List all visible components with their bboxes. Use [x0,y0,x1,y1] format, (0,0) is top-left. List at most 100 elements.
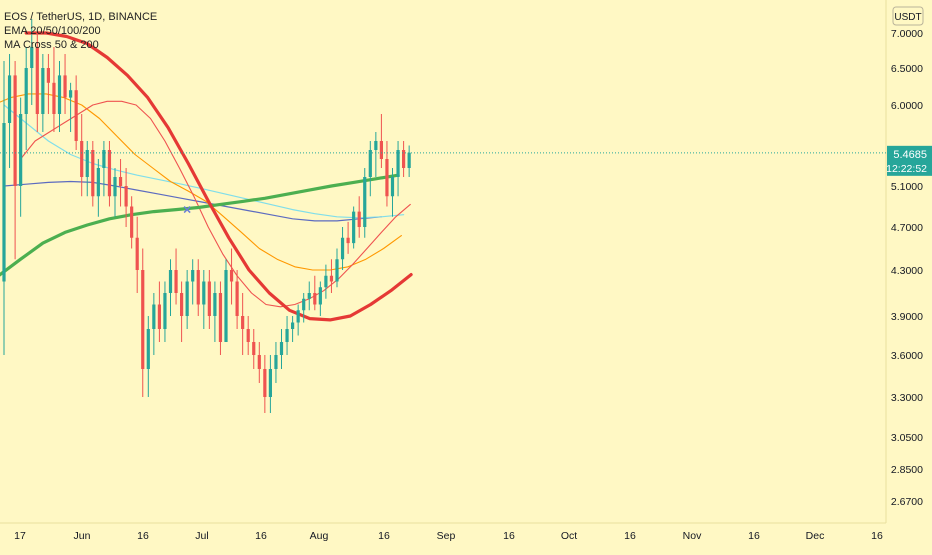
x-tick-label: 16 [748,530,760,542]
candle-body[interactable] [19,114,23,186]
candle-body[interactable] [335,259,339,282]
symbol-title[interactable]: EOS / TetherUS, 1D, BINANCE [4,11,158,23]
candle-body[interactable] [396,150,400,177]
candle-body[interactable] [340,237,345,260]
x-tick-label: 16 [871,530,883,542]
candle-body[interactable] [80,141,84,177]
candle-body[interactable] [274,355,278,369]
candle-body[interactable] [13,75,17,186]
candle-body[interactable] [346,237,350,244]
candle-body[interactable] [7,75,12,123]
candle-body[interactable] [63,75,67,98]
candle-body[interactable] [107,150,112,197]
candle-body[interactable] [263,369,267,397]
candle-body[interactable] [124,186,128,207]
candle-body[interactable] [35,47,39,114]
candle-body[interactable] [368,150,372,177]
candle-body[interactable] [291,322,295,330]
candle-body[interactable] [135,237,139,270]
candle-body[interactable] [24,68,28,114]
candle-body[interactable] [390,177,395,197]
candle-body[interactable] [130,206,134,238]
x-tick-label: Jun [74,530,91,542]
x-tick-label: 16 [255,530,267,542]
indicator-ema-label[interactable]: EMA 20/50/100/200 [4,25,101,37]
candle-body[interactable] [41,68,45,114]
candle-body[interactable] [363,177,367,227]
candle-body[interactable] [402,150,406,168]
indicator-ma-cross-label[interactable]: MA Cross 50 & 200 [4,39,99,51]
candle-body[interactable] [91,150,95,197]
y-tick-label: 4.7000 [891,222,923,234]
candle-body[interactable] [357,211,361,227]
candle-body[interactable] [318,287,322,305]
candle-body[interactable] [407,152,411,168]
candle-body[interactable] [374,141,378,150]
candle-body[interactable] [118,177,123,186]
x-tick-label: 16 [624,530,636,542]
candle-body[interactable] [46,68,50,83]
candle-body[interactable] [207,281,211,317]
candle-body[interactable] [57,75,62,114]
candle-body[interactable] [74,90,78,141]
candle-body[interactable] [141,270,145,369]
y-tick-label: 3.3000 [891,392,923,404]
candle-body[interactable] [152,304,156,330]
candle-body[interactable] [202,281,206,305]
candle-body[interactable] [379,141,383,159]
candle-body[interactable] [252,342,256,355]
candle-body[interactable] [285,329,289,342]
candle-body[interactable] [257,355,261,369]
candle-body[interactable] [268,369,272,397]
candle-body[interactable] [279,342,284,355]
y-tick-label: 5.1000 [891,181,923,193]
candle-body[interactable] [302,298,306,311]
candle-body[interactable] [235,281,239,317]
candle-body[interactable] [324,275,328,288]
y-tick-label: 7.0000 [891,28,923,40]
y-tick-label: 4.3000 [891,265,923,277]
candle-body[interactable] [313,293,317,305]
candle-body[interactable] [180,293,184,316]
y-tick-label: 6.0000 [891,100,923,112]
candle-body[interactable] [157,304,161,330]
candle-body[interactable] [241,316,245,329]
candle-body[interactable] [102,150,106,168]
candle-body[interactable] [218,293,223,342]
candle-body[interactable] [296,310,300,323]
candle-body[interactable] [168,270,173,293]
candle-body[interactable] [174,270,178,293]
candle-body[interactable] [246,329,250,342]
candle-body[interactable] [52,82,56,114]
candle-body[interactable] [224,270,228,342]
candle-body[interactable] [163,293,167,329]
y-tick-label: 3.0500 [891,432,923,444]
candle-body[interactable] [385,159,389,197]
candle-body[interactable] [213,293,217,316]
candle-body[interactable] [229,270,234,282]
candle-body[interactable] [113,177,117,197]
candle-body[interactable] [185,281,189,317]
candle-body[interactable] [30,47,34,68]
last-price-label: 5.4685 [893,149,927,161]
candle-body[interactable] [352,211,356,244]
ema100-line [3,104,405,219]
candle-body[interactable] [146,329,150,369]
candle-body[interactable] [329,275,334,282]
candle-body[interactable] [96,168,100,197]
currency-label: USDT [894,12,921,23]
currency-badge[interactable] [892,6,924,26]
candle-body[interactable] [2,123,6,282]
y-tick-label: 2.8500 [891,464,923,476]
x-tick-label: Nov [683,530,702,542]
candle-body[interactable] [196,270,200,305]
candle-body[interactable] [85,150,89,177]
x-tick-label: 16 [378,530,390,542]
y-tick-label: 3.9000 [891,311,923,323]
candle-body[interactable] [307,293,311,299]
candle-body[interactable] [69,90,73,98]
candle-body[interactable] [191,270,195,282]
